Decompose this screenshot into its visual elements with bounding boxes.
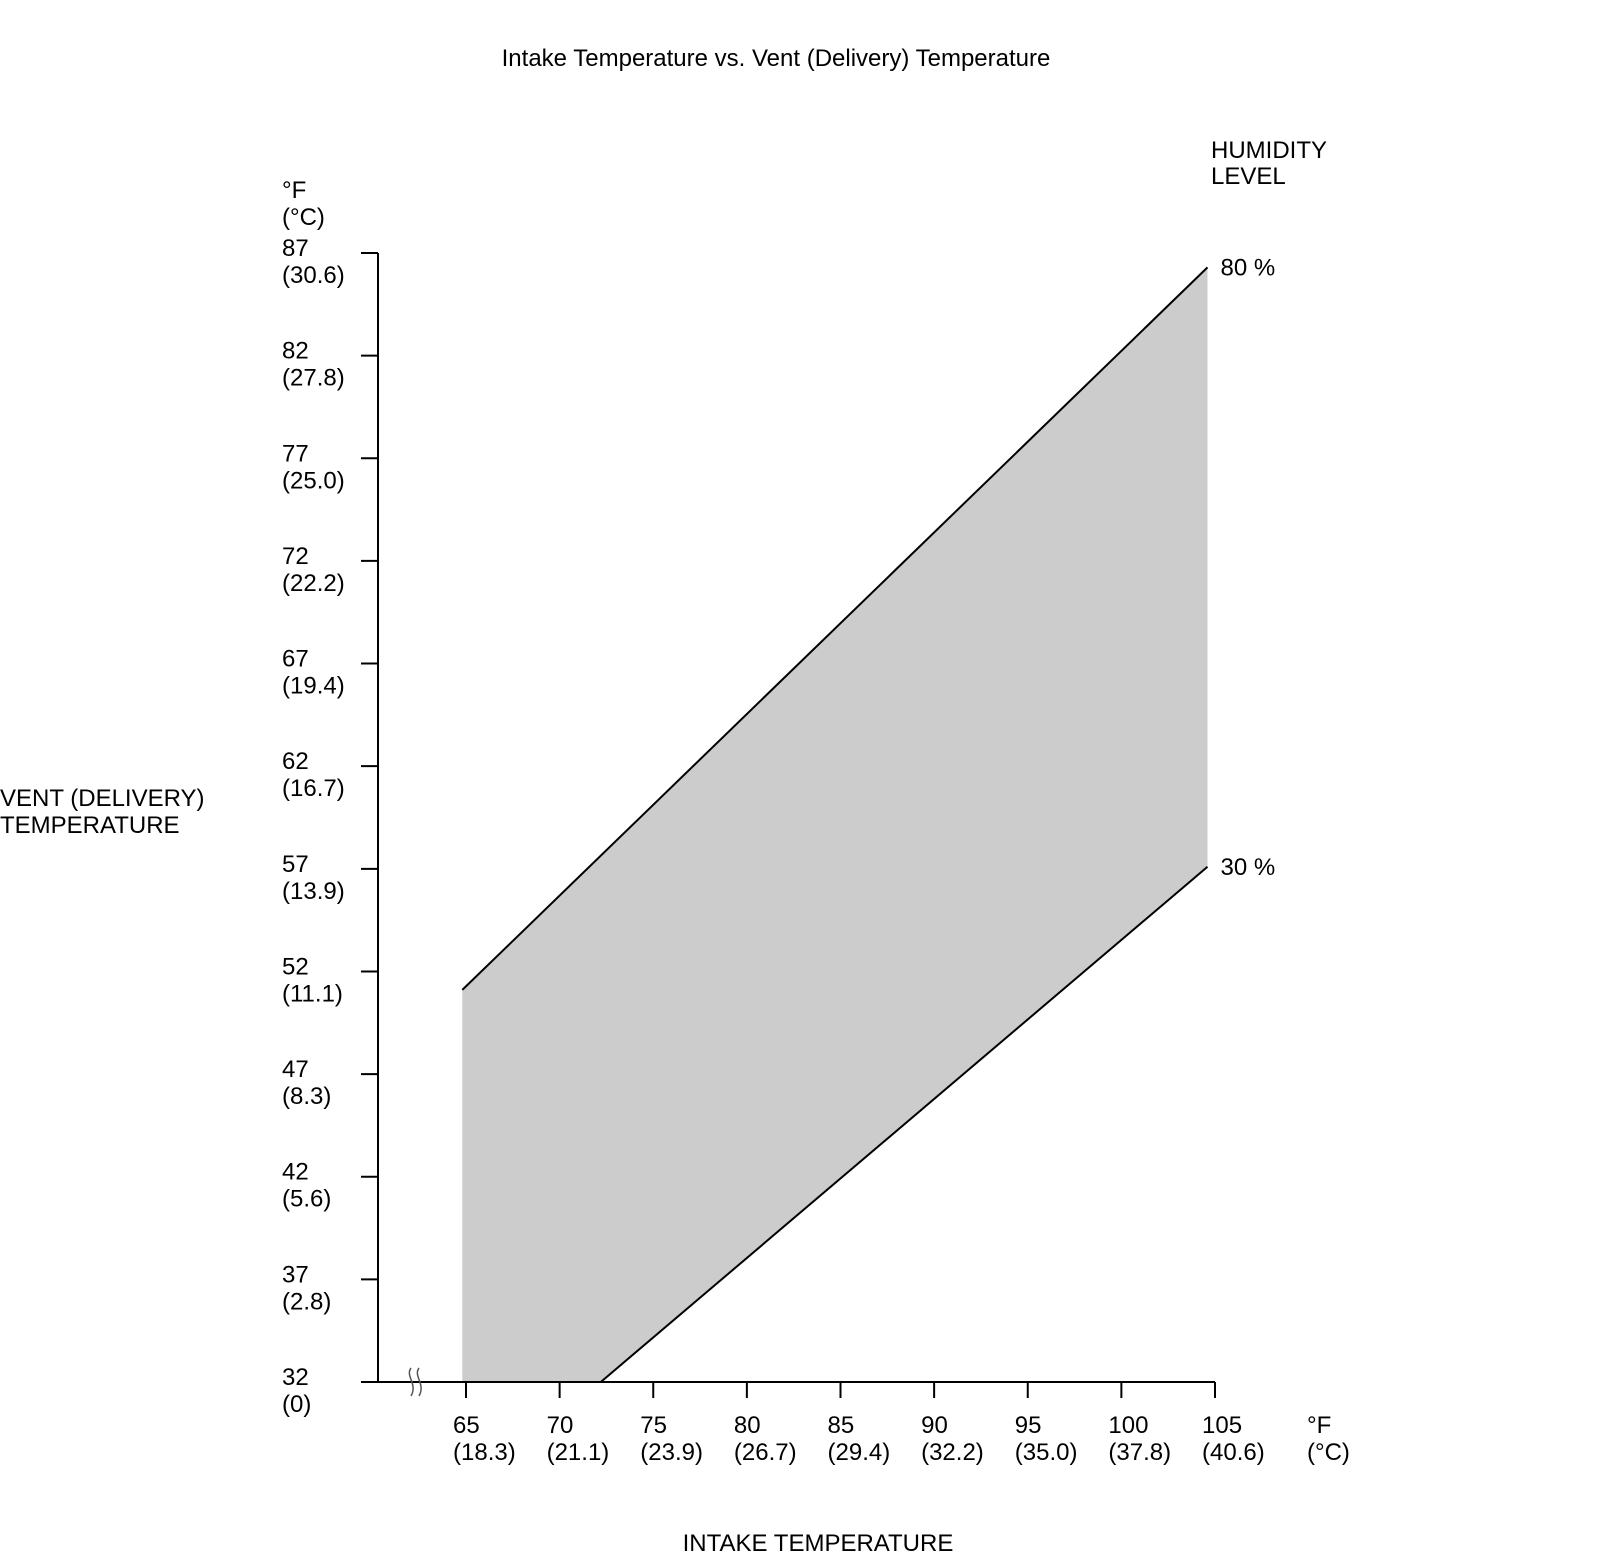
y-tick-label-f: 67 [282,646,309,673]
x-tick-label-f: 70 [547,1412,574,1439]
y-unit-line: (°C) [282,204,325,231]
y-tick-label-f: 82 [282,338,309,365]
humidity-band [462,267,1208,1382]
y-tick-label-f: 37 [282,1261,309,1288]
legend-title-line: HUMIDITY [1211,137,1327,164]
x-axis-title: INTAKE TEMPERATURE [683,1530,954,1557]
y-tick-label-c: (19.4) [282,673,345,700]
x-tick-label-c: (29.4) [828,1439,891,1466]
y-tick-label-c: (2.8) [282,1288,331,1315]
y-tick-label-c: (22.2) [282,570,345,597]
y-tick-label-c: (25.0) [282,467,345,494]
y-tick-label-f: 52 [282,954,309,981]
x-tick-label-f: 105 [1202,1412,1242,1439]
y-unit-line: °F [282,177,306,204]
x-tick-label-c: (18.3) [453,1439,516,1466]
legend-title: HUMIDITY LEVEL [1211,137,1327,190]
y-tick-label-f: 57 [282,851,309,878]
y-tick-label-f: 42 [282,1159,309,1186]
y-tick-label-c: (8.3) [282,1083,331,1110]
y-tick-label-f: 62 [282,748,309,775]
y-axis-title: VENT (DELIVERY) TEMPERATURE [0,785,205,839]
y-ticks: 87(30.6) 82(27.8) 77(25.0) 72(22.2) 67(19.4)… [282,235,378,1418]
x-tick-label-c: (37.8) [1108,1439,1171,1466]
y-tick-label-c: (16.7) [282,775,345,802]
series-line-30 [600,866,1209,1383]
x-tick-label-f: 85 [828,1412,855,1439]
y-unit-label: °F (°C) [282,177,325,231]
x-tick-label-f: 65 [453,1412,480,1439]
y-tick-label-f: 32 [282,1364,309,1391]
x-tick-label-f: 80 [734,1412,761,1439]
x-axis-break-icon [408,1367,422,1397]
x-tick-label-c: (32.2) [921,1439,984,1466]
series-label: 80 % [1221,254,1276,281]
y-tick-label-c: (27.8) [282,365,345,392]
x-tick-label-f: 90 [921,1412,948,1439]
x-tick-label-c: (26.7) [734,1439,797,1466]
y-tick-label-f: 72 [282,543,309,570]
series-layer [461,266,1209,1383]
axes [362,253,1215,1397]
y-tick-label-c: (11.1) [282,981,343,1008]
x-tick-label-f: 100 [1108,1412,1148,1439]
x-tick-label-f: 95 [1015,1412,1042,1439]
y-tick-label-c: (0) [282,1391,311,1418]
x-tick-label-c: (35.0) [1015,1439,1078,1466]
band-layer [462,267,1208,1382]
y-tick-label-f: 87 [282,235,309,262]
y-tick-label-c: (30.6) [282,262,345,289]
x-unit-line: °F [1307,1412,1331,1439]
y-axis-title-line: VENT (DELIVERY) [0,785,205,812]
y-tick-label-c: (13.9) [282,878,345,905]
series-labels: 80 % 30 % [1221,254,1276,880]
y-tick-label-f: 47 [282,1056,309,1083]
y-tick-label-f: 77 [282,440,309,467]
x-ticks: 65(18.3) 70(21.1) 75(23.9) 80(26.7) 85(29.4)… [453,1382,1265,1466]
chart-title: Intake Temperature vs. Vent (Delivery) T… [502,45,1051,72]
y-axis-title-line: TEMPERATURE [0,812,180,839]
series-line-80 [461,266,1209,991]
x-tick-label-c: (23.9) [640,1439,703,1466]
x-tick-label-c: (21.1) [547,1439,610,1466]
x-tick-label-f: 75 [640,1412,667,1439]
x-tick-label-c: (40.6) [1202,1439,1265,1466]
x-unit-label: °F (°C) [1307,1412,1350,1466]
legend-title-line: LEVEL [1211,163,1286,190]
x-unit-line: (°C) [1307,1439,1350,1466]
y-tick-label-c: (5.6) [282,1186,331,1213]
series-label: 30 % [1221,854,1276,881]
